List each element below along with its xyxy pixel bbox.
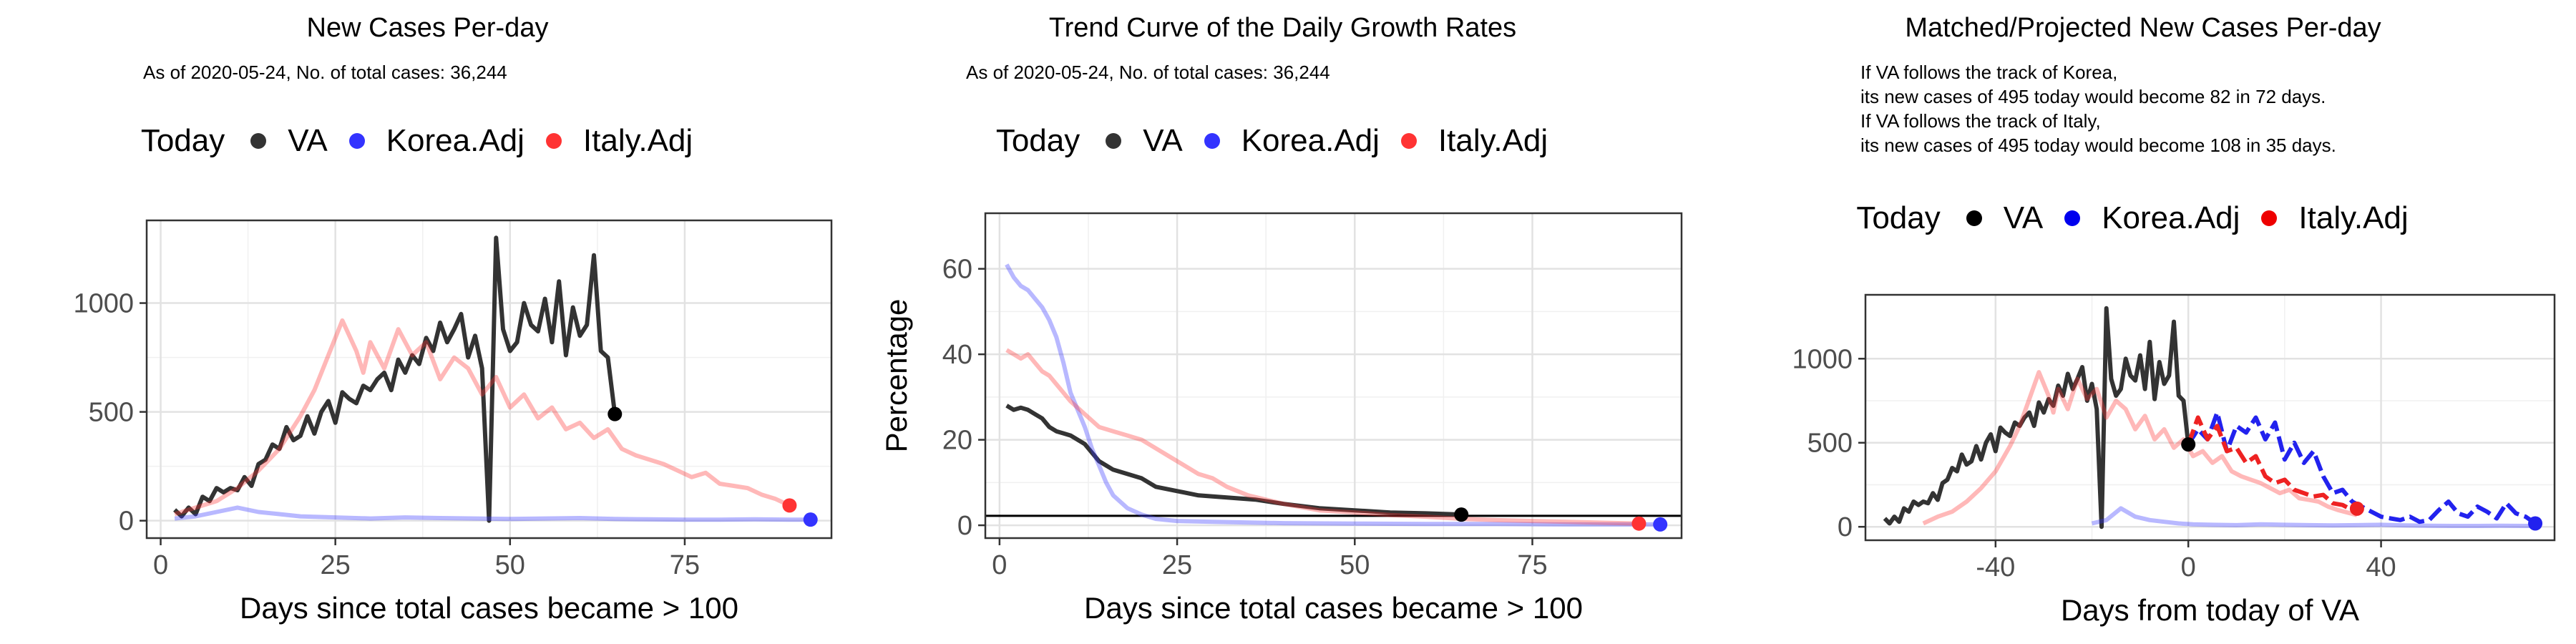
x-tick-label: 25: [321, 550, 351, 580]
series-line-korea-adj: [1005, 263, 1661, 527]
projected-cases-plot: -40 0 40 0 500 1000 Days from today of VA: [1792, 293, 2556, 627]
chart-title: Matched/Projected New Cases Per-day: [1905, 13, 2381, 43]
x-tick-label: 75: [1517, 550, 1547, 580]
legend-item-italy: Italy.Adj: [1400, 123, 1548, 159]
series-line-va: [173, 235, 618, 523]
x-tick-label: 0: [992, 550, 1007, 580]
series-line-va: [1005, 404, 1462, 517]
projection-note-3: If VA follows the track of Italy,: [1860, 110, 2101, 132]
panel-growth-rates: Trend Curve of the Daily Growth Rates As…: [855, 0, 1710, 644]
x-tick-label: -40: [1976, 552, 2015, 582]
panel-projected: Matched/Projected New Cases Per-day If V…: [1710, 0, 2576, 644]
legend-item-korea: Korea.Adj: [348, 123, 525, 159]
today-point-italy-adj: [782, 498, 797, 513]
x-axis-title: Days since total cases became > 100: [240, 591, 738, 625]
today-point-va: [608, 406, 623, 421]
legend-title: Today: [995, 123, 1080, 158]
y-tick-label: 20: [942, 426, 972, 456]
x-tick-label: 40: [2366, 552, 2396, 582]
series-line-italy-adj: [1005, 348, 1639, 526]
x-tick-label: 50: [495, 550, 525, 580]
projection-note-4: its new cases of 495 today would become …: [1860, 135, 2336, 156]
projection-note-2: its new cases of 495 today would become …: [1860, 86, 2326, 107]
legend-marker-korea: [1204, 133, 1220, 149]
y-tick-label: 60: [942, 255, 972, 285]
projection-note-1: If VA follows the track of Korea,: [1860, 62, 2118, 83]
legend-marker-italy: [2261, 210, 2278, 226]
legend-title: Today: [1856, 200, 1941, 235]
plot-border: [145, 219, 833, 540]
series-line-korea-adj: [2091, 506, 2536, 528]
series-line-korea-adj: [174, 505, 811, 522]
plot-border: [1864, 293, 2556, 542]
chart-legend: Today VA Korea.Adj Italy.Adj: [855, 123, 1710, 159]
plot-border: [984, 212, 1683, 540]
legend-marker-va: [250, 133, 267, 149]
legend-item-va: VA: [1106, 123, 1183, 159]
y-tick-label: 1000: [1792, 344, 1853, 374]
legend-marker-va: [1966, 210, 1982, 226]
chart-subtitle: As of 2020-05-24, No. of total cases: 36…: [143, 62, 507, 83]
legend-marker-korea: [348, 133, 365, 149]
y-tick-label: 500: [89, 398, 134, 428]
panel-new-cases: New Cases Per-day As of 2020-05-24, No. …: [0, 0, 855, 644]
today-point-korea-adj: [1653, 517, 1668, 532]
chart-subtitle: As of 2020-05-24, No. of total cases: 36…: [966, 62, 1330, 83]
y-tick-label: 500: [1807, 429, 1853, 459]
x-tick-label: 50: [1340, 550, 1370, 580]
new-cases-plot: 0 25 50 75 0 500 1000 Days since total cases be…: [73, 219, 833, 625]
legend-item-va: VA: [1966, 200, 2043, 236]
today-point-italy-adj: [1631, 516, 1646, 531]
today-point-va: [1454, 507, 1469, 522]
series-line-italy-adj: [1922, 370, 2358, 526]
chart-title: Trend Curve of the Daily Growth Rates: [1048, 13, 1517, 43]
series-line-italy-adj: [174, 318, 791, 517]
legend-marker-korea: [2064, 210, 2081, 226]
x-tick-label: 25: [1162, 550, 1192, 580]
x-tick-label: 0: [2181, 552, 2196, 582]
today-point-va: [2181, 437, 2196, 452]
chart-legend: Today VA Korea.Adj Italy.Adj: [0, 123, 855, 159]
legend-marker-italy: [545, 133, 562, 149]
y-tick-label: 0: [957, 511, 972, 541]
today-point-korea-adj: [803, 512, 818, 527]
x-tick-label: 75: [670, 550, 700, 580]
chart-title: New Cases Per-day: [306, 13, 549, 43]
x-axis-title: Days from today of VA: [2061, 593, 2359, 627]
series-line-va: [1883, 306, 2191, 530]
y-tick-label: 0: [119, 507, 134, 537]
legend-marker-va: [1106, 133, 1122, 149]
chart-legend: Today VA Korea.Adj Italy.Adj: [1710, 200, 2576, 236]
series-line-italy-adj-projected: [2186, 415, 2358, 512]
today-point-korea-adj-projected: [2528, 516, 2543, 531]
legend-marker-italy: [1400, 133, 1417, 149]
legend-item-italy: Italy.Adj: [2261, 200, 2409, 236]
x-tick-label: 0: [153, 550, 168, 580]
legend-title: Today: [140, 123, 225, 158]
y-tick-label: 40: [942, 340, 972, 370]
y-tick-label: 1000: [73, 289, 134, 319]
legend-item-va: VA: [250, 123, 328, 159]
today-point-italy-adj-projected: [2349, 501, 2364, 516]
legend-item-korea: Korea.Adj: [1204, 123, 1380, 159]
legend-item-korea: Korea.Adj: [2064, 200, 2240, 236]
growth-rates-plot: 0 25 50 75 0 20 40 60 Days since total cases bec…: [879, 212, 1683, 625]
y-axis-title: Percentage: [879, 299, 913, 453]
x-axis-title: Days since total cases became > 100: [1084, 591, 1583, 625]
legend-item-italy: Italy.Adj: [545, 123, 693, 159]
y-tick-label: 0: [1838, 512, 1853, 542]
